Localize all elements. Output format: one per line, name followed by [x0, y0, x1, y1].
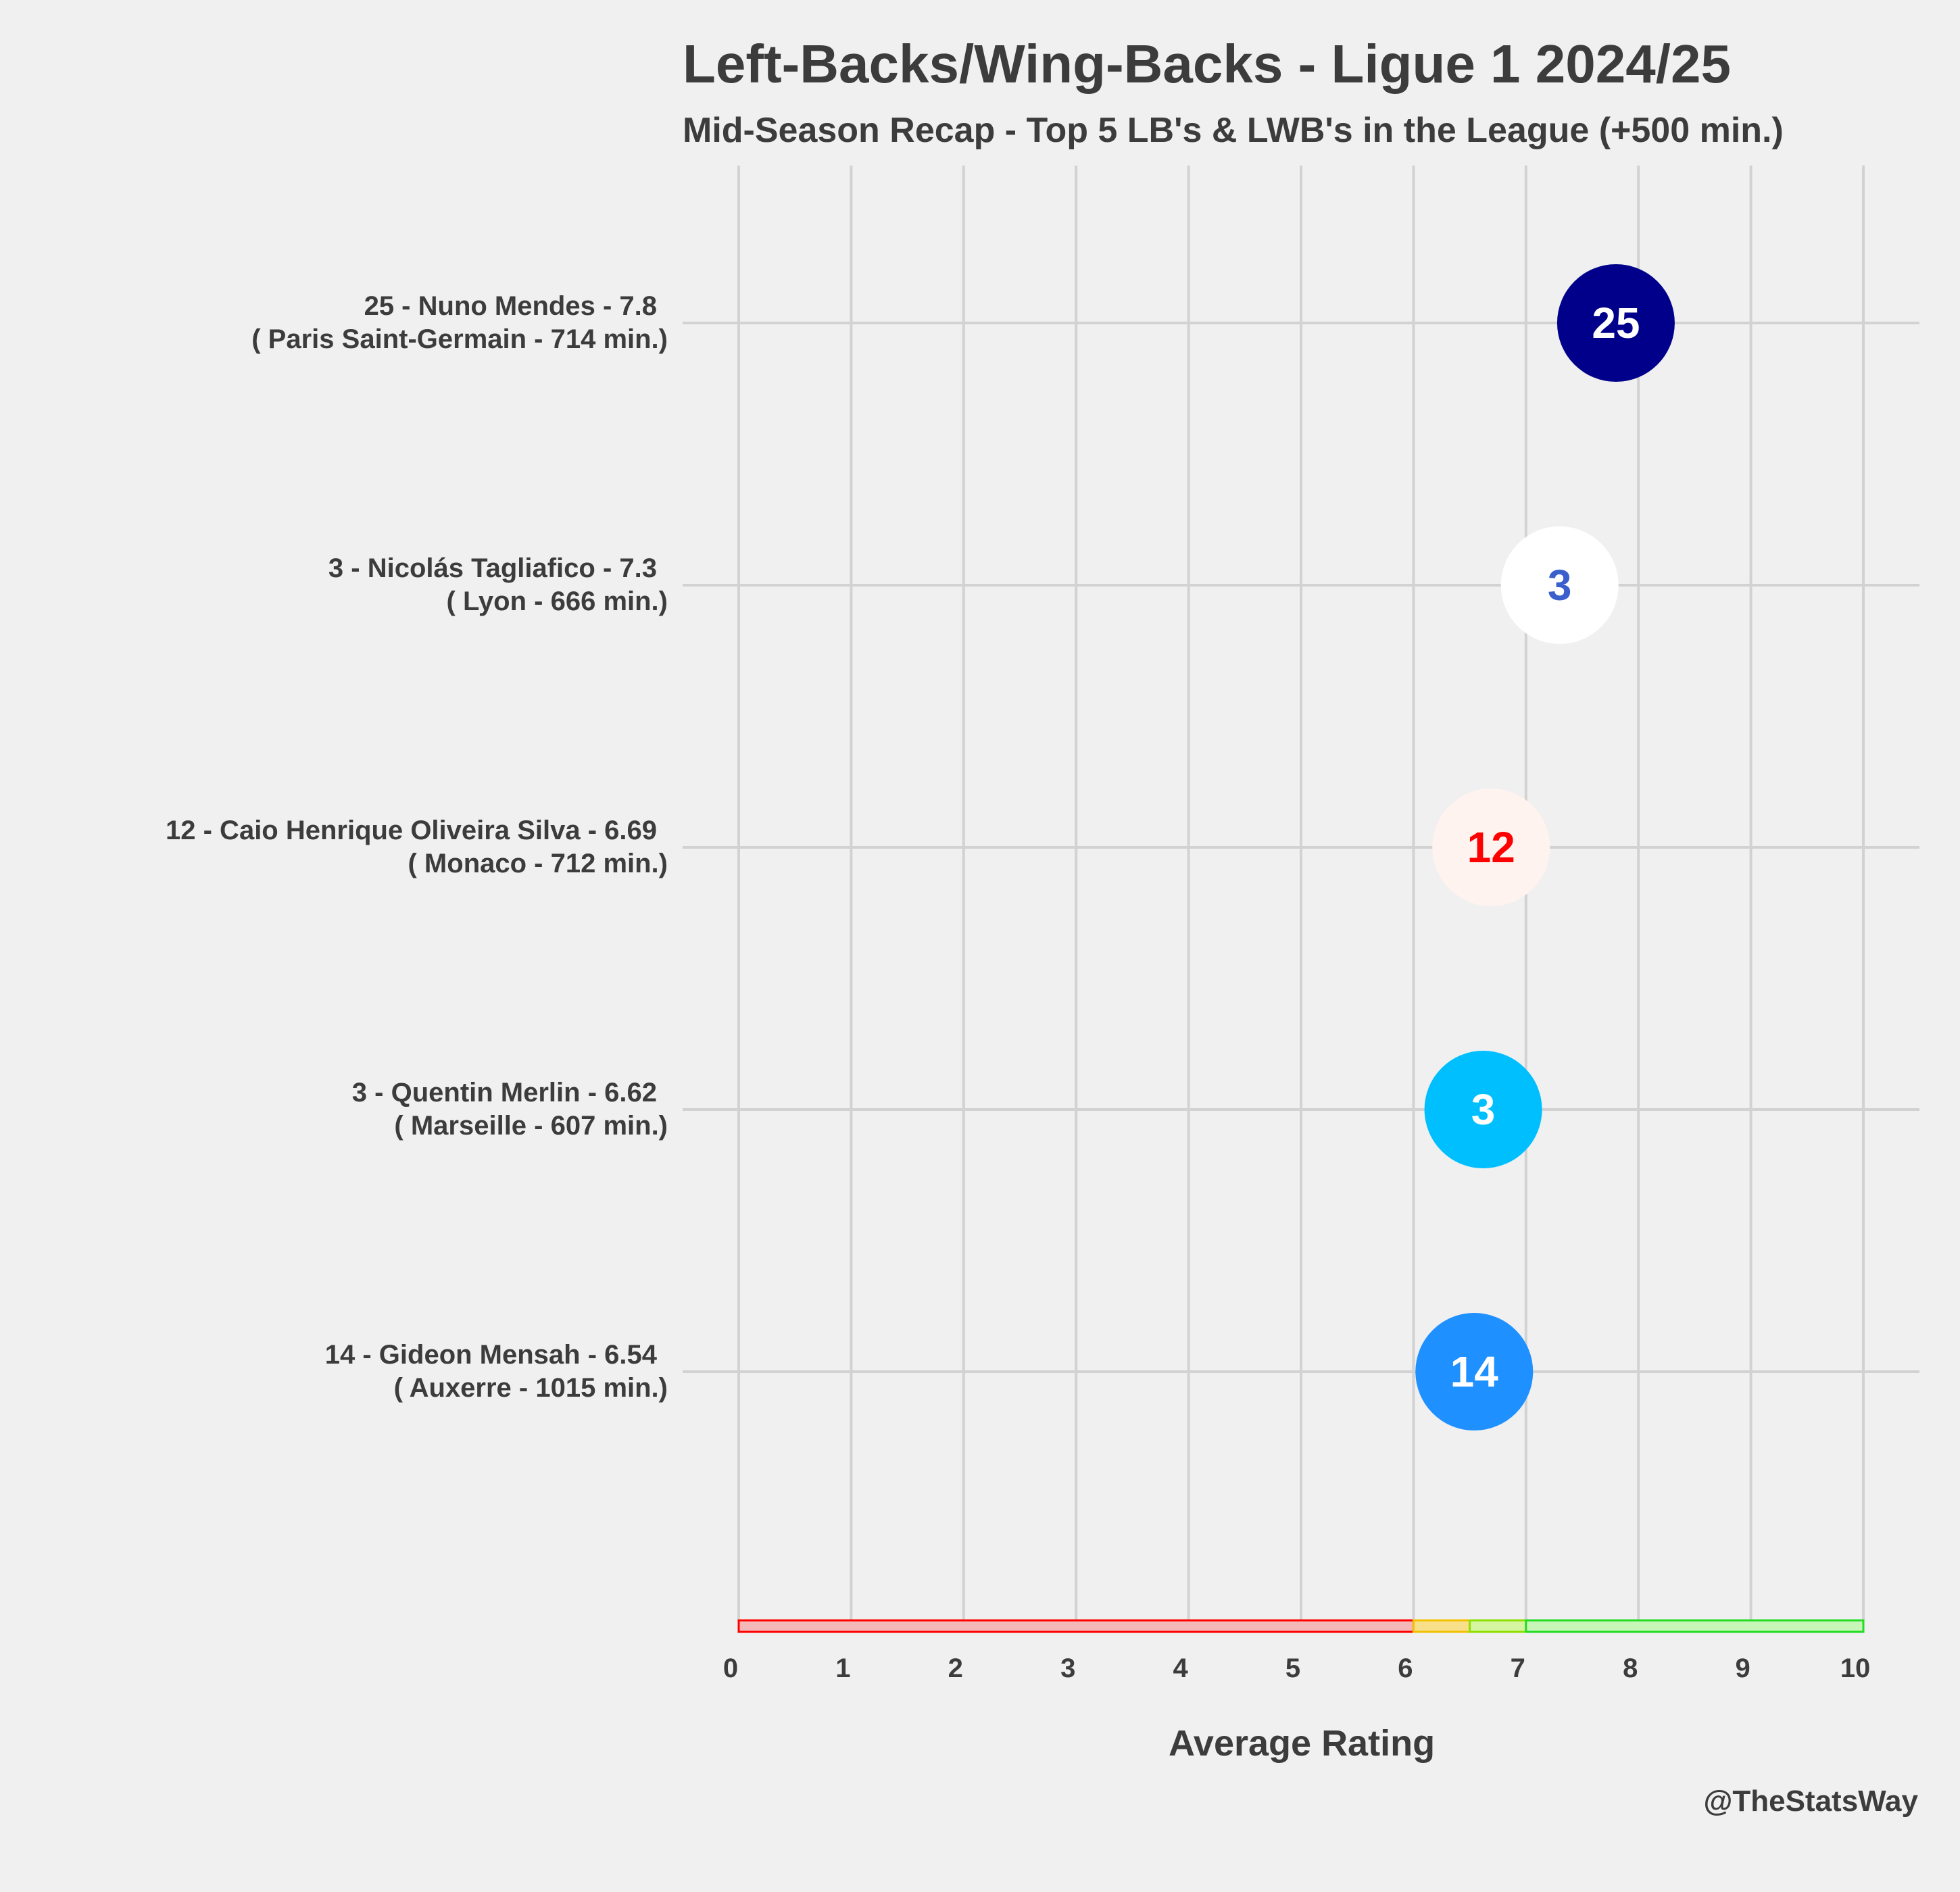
grid-lines	[683, 166, 1919, 1620]
player-label-name: 12 - Caio Henrique Oliveira Silva - 6.69	[166, 816, 657, 845]
x-tick-label: 0	[723, 1653, 738, 1683]
x-tick-label: 4	[1173, 1653, 1188, 1683]
rating-band	[1525, 1619, 1865, 1633]
rating-band	[1469, 1619, 1527, 1633]
player-number: 3	[1471, 1085, 1496, 1134]
player-marker	[1500, 526, 1619, 644]
player-label-name: 3 - Quentin Merlin - 6.62	[352, 1078, 657, 1107]
player-number: 14	[1450, 1347, 1499, 1396]
x-tick-label: 9	[1735, 1653, 1750, 1683]
credit-text: @TheStatsWay	[1703, 1785, 1918, 1818]
x-axis-label: Average Rating	[1169, 1723, 1435, 1764]
rating-band	[737, 1619, 1415, 1633]
player-number: 3	[1548, 561, 1572, 609]
player-number: 12	[1467, 823, 1515, 872]
x-tick-label: 5	[1285, 1653, 1300, 1683]
player-label-name: 25 - Nuno Mendes - 7.8	[364, 291, 657, 321]
rating-band	[1412, 1619, 1471, 1633]
x-tick-label: 6	[1398, 1653, 1413, 1683]
player-label-team: ( Auxerre - 1015 min.)	[394, 1373, 668, 1403]
player-label-name: 3 - Nicolás Tagliafico - 7.3	[328, 553, 657, 583]
chart-subtitle: Mid-Season Recap - Top 5 LB's & LWB's in…	[683, 111, 1784, 150]
x-tick-label: 10	[1840, 1653, 1871, 1683]
player-number: 25	[1592, 299, 1640, 347]
player-marker	[1557, 264, 1675, 382]
x-tick-label: 8	[1623, 1653, 1638, 1683]
chart-title: Left-Backs/Wing-Backs - Ligue 1 2024/25	[683, 34, 1731, 94]
player-marker	[1432, 789, 1550, 906]
player-label-team: ( Paris Saint-Germain - 714 min.)	[251, 324, 668, 354]
x-tick-label: 7	[1511, 1653, 1525, 1683]
x-tick-label: 3	[1060, 1653, 1075, 1683]
player-label-team: ( Monaco - 712 min.)	[408, 849, 668, 878]
player-marker	[1415, 1313, 1534, 1430]
player-rows: 25 - Nuno Mendes - 7.8( Paris Saint-Germ…	[166, 264, 1675, 1430]
x-tick-label: 2	[948, 1653, 963, 1683]
player-label-team: ( Marseille - 607 min.)	[394, 1111, 668, 1141]
rating-bands	[737, 1619, 1865, 1633]
player-label-team: ( Lyon - 666 min.)	[447, 587, 668, 616]
x-axis-ticks: 0 1 2 3 4 5 6 7 8 9 10	[723, 1653, 1870, 1683]
player-label-name: 14 - Gideon Mensah - 6.54	[325, 1340, 658, 1370]
player-marker	[1424, 1051, 1542, 1168]
x-tick-label: 1	[835, 1653, 850, 1683]
